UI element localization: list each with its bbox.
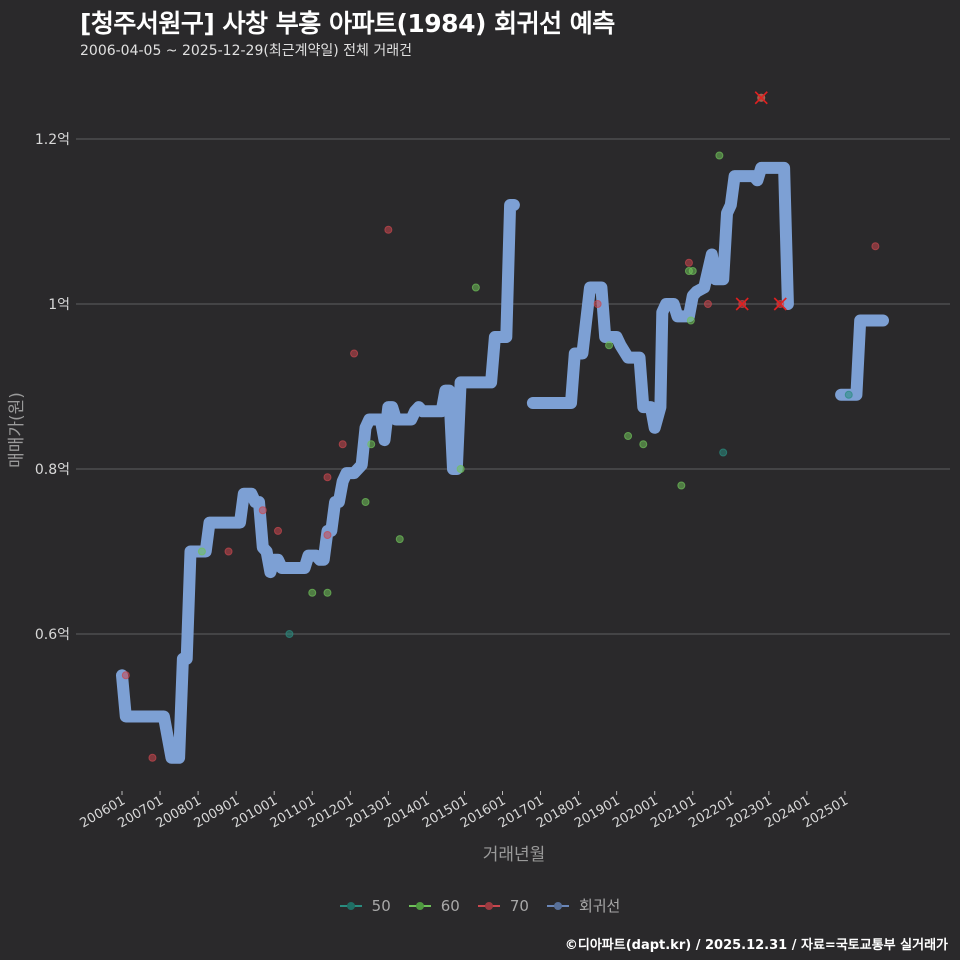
legend-label-60: 60 xyxy=(440,896,460,915)
y-tick-label: 0.6억 xyxy=(35,627,70,643)
legend-swatch-60-icon xyxy=(408,900,431,912)
chart-title: [청주서원구] 사창 부흥 아파트(1984) 회귀선 예측 xyxy=(80,9,615,38)
x-axis-title: 거래년월 xyxy=(483,845,546,865)
legend-item-70: 70 xyxy=(477,895,529,916)
cancelled-x-icon xyxy=(773,297,787,311)
data-point-60 xyxy=(361,498,370,506)
regression-segment xyxy=(116,199,520,764)
legend-item-regression: 회귀선 xyxy=(546,895,621,916)
data-point-70 xyxy=(684,258,693,267)
data-point-70 xyxy=(338,440,347,449)
y-tick-label: 0.8억 xyxy=(35,462,70,478)
data-point-60 xyxy=(197,547,206,556)
data-point-70 xyxy=(224,547,233,556)
cancelled-x-icon xyxy=(735,297,749,311)
cancelled-x-icon xyxy=(754,91,768,105)
data-point-60 xyxy=(715,151,724,160)
data-point-70 xyxy=(323,473,332,482)
legend-swatch-70-icon xyxy=(477,900,500,912)
y-tick-label: 1억 xyxy=(48,297,70,313)
y-axis-ticks: 0.6억 0.8억 1억 1.2억 xyxy=(35,132,70,643)
regression-segment xyxy=(526,161,794,434)
data-point-70 xyxy=(871,242,880,251)
legend-swatch-50-icon xyxy=(339,900,362,912)
data-point-60 xyxy=(367,440,376,449)
data-point-60 xyxy=(605,341,614,350)
x-axis-ticks: 2006012007012008012009012010012011012012… xyxy=(78,791,851,831)
legend-label-50: 50 xyxy=(371,896,391,915)
data-point-60 xyxy=(639,440,648,449)
data-point-60 xyxy=(395,535,404,544)
y-axis-title: 매매가(원) xyxy=(7,392,27,468)
data-point-60 xyxy=(624,432,633,440)
data-point-70 xyxy=(274,526,283,535)
regression-segment xyxy=(835,314,889,401)
y-tick-label: 1.2억 xyxy=(35,132,70,148)
data-point-50 xyxy=(719,448,728,457)
data-point-70 xyxy=(121,671,130,680)
cancelled-markers xyxy=(735,91,787,311)
chart-subtitle: 2006-04-05 ~ 2025-12-29(최근계약일) 전체 거래건 xyxy=(80,43,412,59)
data-point-60 xyxy=(323,588,332,597)
data-point-70 xyxy=(148,753,157,762)
legend-swatch-regression-icon xyxy=(546,900,569,912)
legend-label-regression: 회귀선 xyxy=(578,897,621,915)
gridlines xyxy=(76,138,950,635)
data-point-70 xyxy=(593,300,602,308)
legend-item-60: 60 xyxy=(408,895,460,916)
data-point-60 xyxy=(686,316,695,325)
legend: 50 60 70 회귀선 xyxy=(0,895,960,916)
data-point-70 xyxy=(258,506,267,515)
legend-label-70: 70 xyxy=(509,896,529,915)
data-point-50 xyxy=(844,390,853,399)
data-point-70 xyxy=(350,349,359,358)
data-point-60 xyxy=(677,481,686,490)
regression-line xyxy=(116,161,889,764)
data-point-60 xyxy=(456,465,465,473)
data-point-60 xyxy=(308,588,317,597)
data-point-70 xyxy=(323,531,332,539)
source-credit: ©디아파트(dapt.kr) / 2025.12.31 / 자료=국토교통부 실… xyxy=(564,938,948,953)
data-point-50 xyxy=(285,630,294,638)
data-point-70 xyxy=(384,225,393,234)
data-point-70 xyxy=(703,300,712,308)
scatter-points xyxy=(121,93,880,762)
data-point-60 xyxy=(688,267,697,275)
data-point-60 xyxy=(471,283,480,292)
legend-item-50: 50 xyxy=(339,895,391,916)
